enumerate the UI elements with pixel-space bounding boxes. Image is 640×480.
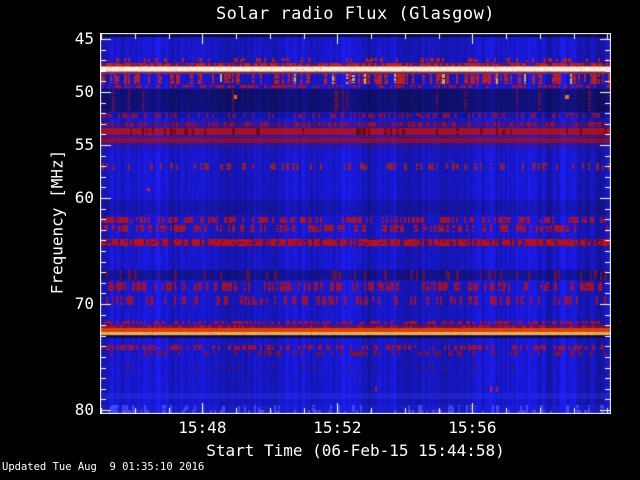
updated-timestamp: Updated Tue Aug 9 01:35:10 2016 <box>2 461 205 473</box>
x-tick-label: 15:48 <box>178 418 227 437</box>
y-tick-label: 60 <box>74 188 94 207</box>
y-tick-label: 55 <box>74 135 94 154</box>
page-title: Solar radio Flux (Glasgow) <box>215 4 496 24</box>
x-tick-label: 15:56 <box>448 418 497 437</box>
y-tick-label: 50 <box>74 82 94 101</box>
y-tick-label: 70 <box>74 294 94 313</box>
y-axis-label: Frequency [MHz] <box>47 149 67 295</box>
y-tick-label: 80 <box>74 400 94 419</box>
x-axis-label: Start Time (06-Feb-15 15:44:58) <box>206 441 505 460</box>
y-tick-label: 45 <box>74 29 94 48</box>
spectrogram-canvas <box>100 33 611 414</box>
x-tick-label: 15:52 <box>313 418 362 437</box>
